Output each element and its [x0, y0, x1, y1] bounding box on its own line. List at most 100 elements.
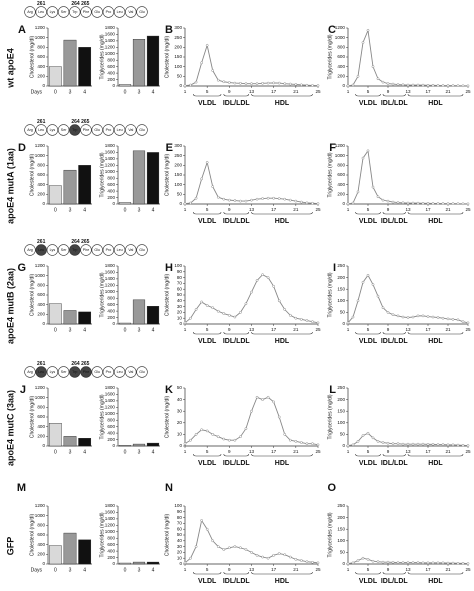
residue-label: Glu	[139, 10, 145, 14]
data-point	[381, 198, 385, 202]
data-point	[205, 527, 209, 531]
data-point	[211, 433, 215, 436]
bracket	[382, 571, 406, 575]
bar	[118, 202, 132, 205]
data-point	[381, 80, 385, 84]
data-point	[456, 202, 460, 206]
data-point	[239, 546, 242, 550]
data-point	[283, 308, 287, 311]
data-point	[416, 201, 420, 205]
y-axis-label: Cholesterol (mg/dl)	[29, 154, 35, 197]
y-tick-label: 400	[107, 70, 115, 75]
fraction-label: HDL	[428, 218, 443, 225]
bracket	[407, 571, 464, 575]
x-tick-label: 25	[465, 327, 471, 332]
y-tick-label: 1000	[335, 153, 346, 158]
x-tick-label: 25	[315, 89, 321, 94]
data-point	[283, 553, 287, 557]
data-point	[421, 561, 425, 565]
data-point	[401, 315, 405, 319]
data-point	[421, 314, 425, 318]
y-tick-label: 400	[337, 64, 345, 69]
fraction-label: HDL	[275, 460, 290, 467]
data-point	[250, 82, 253, 86]
y-axis-label: Cholesterol (mg/dl)	[29, 396, 35, 439]
data-point	[277, 552, 281, 555]
bar	[48, 185, 62, 205]
data-point	[277, 81, 281, 85]
bar	[63, 169, 77, 205]
x-tick-label: 0	[54, 567, 57, 573]
data-point	[396, 442, 400, 446]
panel-letter: C	[328, 24, 336, 36]
data-point	[431, 83, 435, 87]
bracket	[355, 571, 381, 575]
residue-label: Pro	[106, 128, 112, 132]
x-tick-label: 5	[367, 449, 370, 454]
data-point	[216, 309, 220, 313]
data-point	[406, 561, 410, 564]
data-point	[441, 202, 445, 205]
data-point	[239, 81, 242, 85]
y-tick-label: 1200	[35, 385, 46, 390]
panel-letter: B	[165, 24, 173, 36]
residue-label: Glu	[139, 128, 145, 132]
x-tick-label: 17	[425, 89, 431, 94]
y-axis-label: Cholesterol (mg/dl)	[164, 36, 170, 79]
data-point	[376, 195, 380, 199]
fraction-label: IDL/LDL	[381, 338, 409, 345]
x-tick-label: 4	[83, 567, 86, 573]
data-point	[346, 84, 350, 88]
x-tick-label: 17	[425, 567, 431, 572]
y-tick-label: 1400	[105, 156, 116, 161]
residue	[91, 124, 103, 136]
data-point	[316, 561, 320, 565]
bar	[118, 84, 132, 87]
x-tick-label: 25	[315, 567, 321, 572]
y-tick-label: 400	[37, 542, 45, 547]
bracket	[223, 571, 250, 575]
data-point	[211, 306, 215, 310]
x-tick-label: 21	[293, 567, 299, 572]
y-tick-label: 0	[342, 443, 345, 448]
data-point	[386, 441, 390, 445]
residue-label: Leu	[38, 370, 44, 374]
x-tick-label: 9	[228, 449, 231, 454]
y-tick-label: 600	[107, 182, 115, 187]
y-tick-label: 400	[107, 188, 115, 193]
x-tick-label: 1	[347, 207, 350, 212]
data-point	[451, 443, 455, 447]
data-point	[406, 316, 410, 319]
y-tick-label: 100	[337, 420, 345, 425]
x-tick-label: 4	[83, 327, 86, 333]
data-point	[371, 185, 375, 189]
y-tick-label: 0	[342, 561, 345, 566]
bar	[78, 311, 92, 325]
bar	[118, 562, 132, 565]
data-point	[411, 315, 415, 319]
bar	[132, 39, 146, 87]
bar	[63, 436, 77, 447]
residue-label: Pro	[106, 248, 112, 252]
data-point	[255, 553, 259, 557]
data-point	[371, 559, 375, 563]
data-point	[222, 437, 226, 441]
residue	[125, 124, 137, 136]
data-point	[189, 438, 192, 442]
y-tick-label: 60	[177, 286, 183, 291]
y-tick-label: 0	[342, 83, 345, 88]
data-point	[391, 442, 395, 446]
x-tick-label: 13	[405, 327, 411, 332]
x-tick-label: 3	[138, 449, 141, 455]
bracket	[407, 93, 464, 97]
y-tick-label: 1600	[105, 510, 116, 515]
bracket	[193, 453, 222, 457]
data-point	[250, 409, 253, 413]
data-point	[446, 561, 450, 565]
x-tick-label: 5	[367, 89, 370, 94]
data-point	[183, 202, 187, 205]
residue-number: 261	[37, 239, 46, 245]
data-point	[456, 318, 460, 322]
data-line	[184, 43, 319, 87]
data-point	[216, 195, 220, 199]
